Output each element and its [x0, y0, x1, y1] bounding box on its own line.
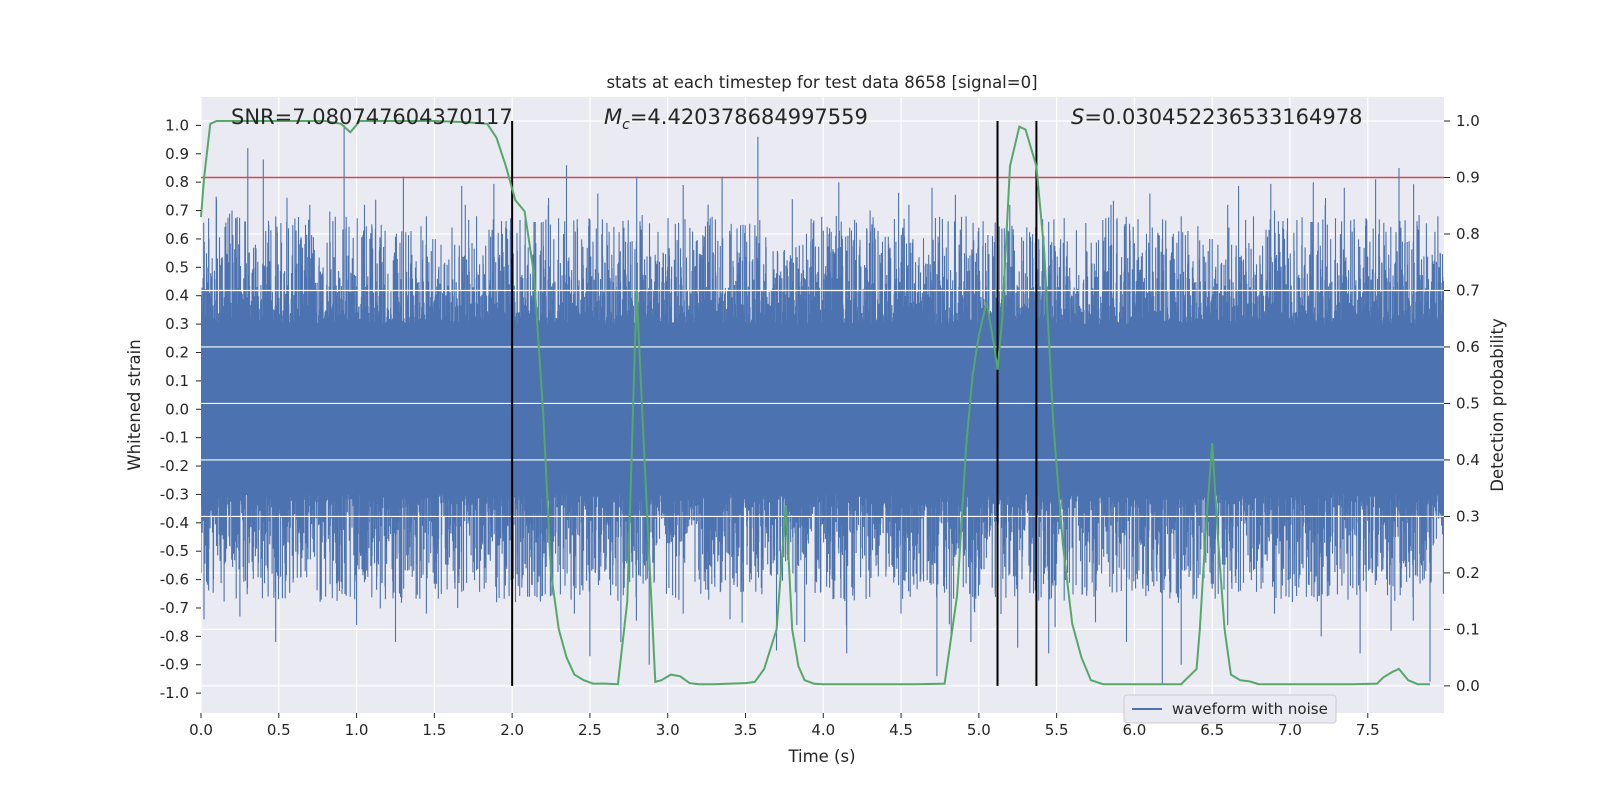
legend-box [1123, 694, 1337, 724]
y-tick-label: 0.8 [165, 173, 189, 191]
waveform-series [201, 125, 1444, 685]
y-tick-label: -0.5 [160, 542, 189, 560]
x-tick-label: 0.5 [267, 721, 291, 739]
y-axis-ticks: -1.0 -0.9 -0.8 -0.7 -0.6 -0.5 -0.4 -0.3 -0.2 -0.1… [160, 116, 201, 702]
y-tick-label: 0.5 [165, 258, 189, 276]
s-annotation: S=0.030452236533164978 [1071, 105, 1362, 129]
y-tick-label: 0.9 [165, 145, 189, 163]
y2-tick-label: 0.2 [1456, 564, 1480, 582]
x-axis-label: Time (s) [787, 747, 855, 766]
x-tick-label: 2.5 [578, 721, 602, 739]
y-tick-label: 0.2 [165, 343, 189, 361]
chirp-mass-annotation: Mc=4.420378684997559 [604, 105, 868, 133]
y-tick-label: -0.7 [160, 599, 189, 617]
y2-tick-label: 1.0 [1456, 112, 1480, 130]
snr-annotation: SNR=7.080747604370117 [231, 105, 513, 129]
y-tick-label: -0.9 [160, 656, 189, 674]
detection-probability-line [200, 120, 1430, 686]
x-tick-label: 3.0 [656, 721, 680, 739]
y2-tick-label: 0.4 [1456, 451, 1480, 469]
x-tick-label: 7.5 [1356, 721, 1380, 739]
y2-tick-label: 0.6 [1456, 338, 1480, 356]
detection-probability-series [200, 120, 1430, 686]
y-tick-label: -0.6 [160, 571, 189, 589]
y-axis-label: Whitened strain [125, 339, 144, 470]
y-tick-label: -0.1 [160, 429, 189, 447]
y2-tick-label: 0.5 [1456, 394, 1480, 412]
y-tick-label: -0.2 [160, 457, 189, 475]
x-tick-label: 1.0 [345, 721, 369, 739]
x-tick-label: 3.5 [734, 721, 758, 739]
y2-tick-label: 0.0 [1456, 677, 1480, 695]
y-tick-label: 0.1 [165, 372, 189, 390]
y-tick-label: 0.7 [165, 202, 189, 220]
waveform-core-band [201, 324, 1444, 495]
y2-tick-label: 0.9 [1456, 168, 1480, 186]
y-tick-label: 0.3 [165, 315, 189, 333]
x-tick-label: 1.5 [422, 721, 446, 739]
y2-tick-label: 0.7 [1456, 281, 1480, 299]
y2-tick-label: 0.8 [1456, 225, 1480, 243]
y-tick-label: 0.0 [165, 400, 189, 418]
y-tick-label: -0.3 [160, 485, 189, 503]
y2-axis-ticks: 0.0 0.1 0.2 0.3 0.4 0.5 0.6 0.7 0.8 0.9 1.0 [1444, 112, 1480, 695]
y-tick-label: -1.0 [160, 684, 189, 702]
chart-title: stats at each timestep for test data 865… [606, 73, 1037, 92]
x-tick-label: 6.0 [1122, 721, 1146, 739]
x-tick-label: 5.0 [967, 721, 991, 739]
x-axis-ticks: 0.0 0.5 1.0 1.5 2.0 2.5 3.0 3.5 4.0 4.5 5.0 5.5 6.0 6… [189, 713, 1380, 739]
x-tick-label: 4.5 [889, 721, 913, 739]
y-tick-label: 1.0 [165, 116, 189, 134]
legend-label: waveform with noise [1172, 700, 1328, 718]
legend: waveform with noise [1123, 694, 1337, 724]
y-tick-label: 0.6 [165, 230, 189, 248]
x-tick-label: 5.5 [1045, 721, 1069, 739]
y2-axis-label: Detection probability [1488, 318, 1507, 492]
x-tick-label: 2.0 [500, 721, 524, 739]
x-tick-label: 0.0 [189, 721, 213, 739]
x-tick-label: 7.0 [1278, 721, 1302, 739]
y-tick-label: -0.4 [160, 514, 189, 532]
y2-tick-label: 0.1 [1456, 620, 1480, 638]
vertical-marker-lines [511, 121, 1038, 686]
x-tick-label: 4.0 [811, 721, 835, 739]
x-tick-label: 6.5 [1200, 721, 1224, 739]
y-tick-label: -0.8 [160, 627, 189, 645]
y-tick-label: 0.4 [165, 287, 189, 305]
y2-tick-label: 0.3 [1456, 507, 1480, 525]
